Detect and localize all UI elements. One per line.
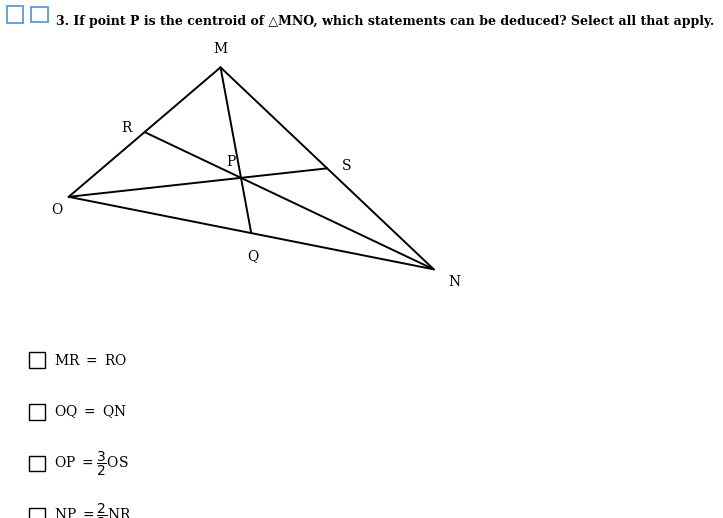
Text: N: N <box>448 275 461 289</box>
FancyBboxPatch shape <box>29 508 45 518</box>
FancyBboxPatch shape <box>29 456 45 471</box>
Text: S: S <box>342 159 351 173</box>
Text: 3. If point P is the centroid of △MNO, which statements can be deduced? Select a: 3. If point P is the centroid of △MNO, w… <box>56 15 714 27</box>
FancyBboxPatch shape <box>29 404 45 420</box>
Text: M: M <box>213 42 228 56</box>
Text: OP $= \dfrac{3}{2}$OS: OP $= \dfrac{3}{2}$OS <box>54 450 128 478</box>
Text: R: R <box>121 121 132 135</box>
Text: P: P <box>226 154 235 168</box>
Text: NP $= \dfrac{2}{3}$NR: NP $= \dfrac{2}{3}$NR <box>54 501 132 518</box>
FancyBboxPatch shape <box>29 352 45 368</box>
Text: Q: Q <box>247 249 258 263</box>
Text: MR $=$ RO: MR $=$ RO <box>54 353 127 367</box>
Text: O: O <box>51 203 63 217</box>
FancyBboxPatch shape <box>7 6 23 23</box>
FancyBboxPatch shape <box>31 7 48 22</box>
Text: OQ $=$ QN: OQ $=$ QN <box>54 404 127 420</box>
